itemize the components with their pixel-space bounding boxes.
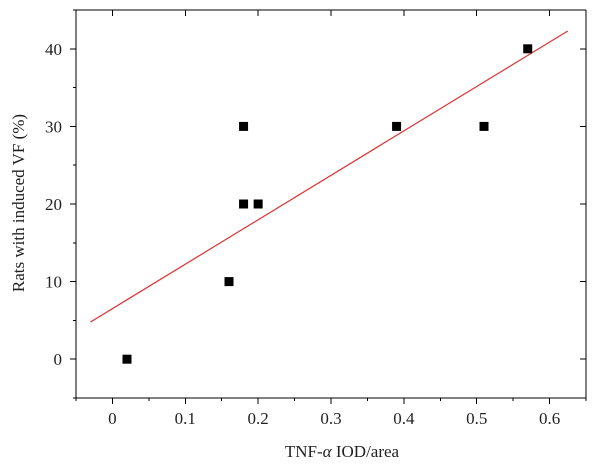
y-axis-label: Rats with induced VF (%) <box>9 114 28 292</box>
data-point <box>122 354 132 364</box>
data-point <box>224 277 234 287</box>
x-axis-label-symbol: α <box>323 442 333 461</box>
data-point <box>253 199 263 209</box>
y-tick-label: 20 <box>45 195 62 214</box>
x-axis-label: TNF-α IOD/area <box>285 442 400 461</box>
x-tick-label: 0.6 <box>539 409 560 428</box>
points-layer <box>122 44 533 364</box>
x-axis-label-prefix: TNF- <box>285 442 323 461</box>
x-tick-label: 0.5 <box>466 409 487 428</box>
y-tick-label: 40 <box>45 40 62 59</box>
y-tick-label: 10 <box>45 273 62 292</box>
data-point <box>479 121 489 131</box>
x-tick-label: 0.4 <box>393 409 415 428</box>
data-point <box>239 199 249 209</box>
x-tick-label: 0 <box>108 409 117 428</box>
x-tick-label: 0.2 <box>248 409 269 428</box>
axes-layer <box>75 9 587 399</box>
y-tick-label: 0 <box>54 350 63 369</box>
regression-line <box>90 30 569 323</box>
x-axis-label-suffix: IOD/area <box>332 442 400 461</box>
data-point <box>392 121 402 131</box>
ticks-layer: 0 0.1 0.2 0.3 0.4 0.5 0.6 0 10 20 30 40 <box>45 9 587 428</box>
x-tick-label: 0.1 <box>175 409 196 428</box>
data-point <box>523 44 533 54</box>
x-tick-label: 0.3 <box>320 409 341 428</box>
data-point <box>239 121 249 131</box>
fit-line-layer <box>90 30 569 323</box>
y-tick-label: 30 <box>45 117 62 136</box>
